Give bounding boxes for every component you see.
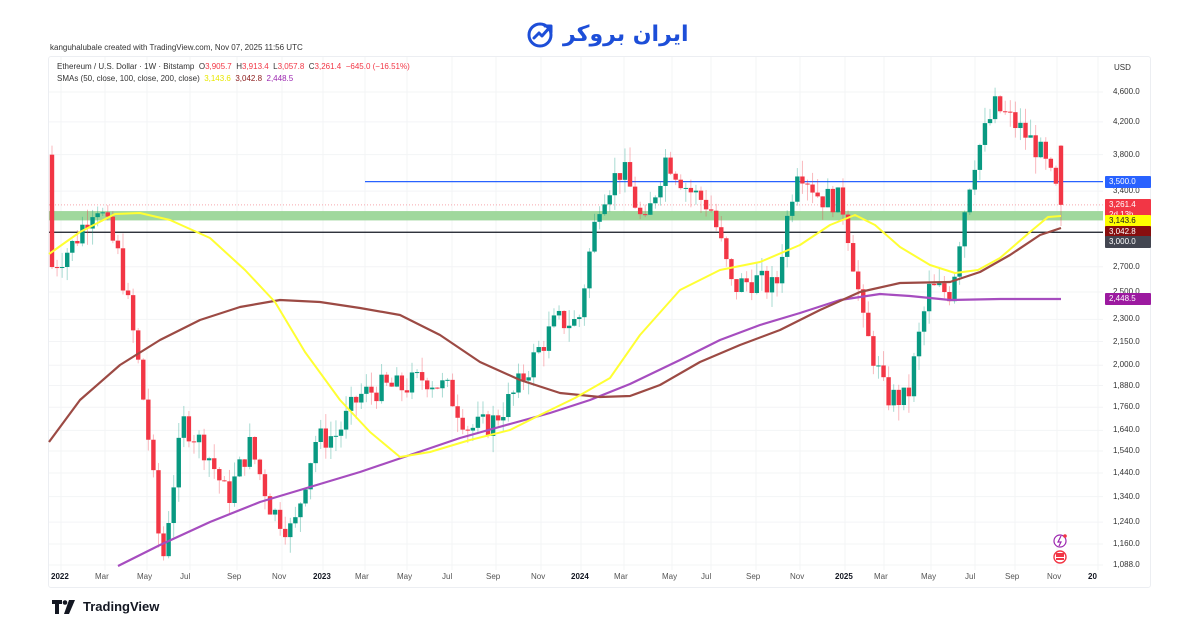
price-tick: 2,000.0 [1113,360,1140,370]
time-tick: Jul [701,572,712,581]
price-badge: 2,448.5 [1105,292,1151,305]
time-tick: 2022 [51,572,69,581]
legend-sma-row: SMAs (50, close, 100, close, 200, close)… [57,73,410,85]
time-tick: Mar [355,572,369,581]
time-tick: Jul [180,572,191,581]
trend-chart-icon [527,22,553,48]
time-tick: Sep [1005,572,1020,581]
time-tick: Mar [95,572,109,581]
high-value: 3,913.4 [242,62,269,71]
price-tick: 1,880.0 [1113,380,1140,390]
time-tick: 2024 [571,572,589,581]
brand-name: ایران بروکر [563,21,689,47]
price-tick: 3,800.0 [1113,149,1140,159]
time-tick: Jul [965,572,976,581]
price-tick: 1,640.0 [1113,425,1140,435]
low-value: 3,057.8 [277,62,305,71]
sma100-value: 3,042.8 [235,74,263,83]
sma-indicator-title[interactable]: SMAs (50, close, 100, close, 200, close) [57,74,200,83]
tradingview-mark-icon [52,599,75,614]
time-tick: May [662,572,678,581]
time-tick: Sep [227,572,242,581]
close-value: 3,261.4 [314,62,342,71]
price-tick: 1,088.0 [1113,560,1140,569]
price-tick: 2,700.0 [1113,261,1140,271]
time-tick: 20 [1088,572,1097,581]
time-tick: Sep [486,572,501,581]
chart-panel[interactable] [48,56,1151,588]
symbol-title[interactable]: Ethereum / U.S. Dollar · 1W · Bitstamp [57,62,195,71]
countdown-label: 2d 13h [1109,210,1151,220]
time-tick: Nov [790,572,805,581]
time-tick: 2023 [313,572,331,581]
currency-label[interactable]: USD [1114,63,1131,72]
event-icons[interactable] [1053,534,1067,564]
legend-ohlc-row: Ethereum / U.S. Dollar · 1W · Bitstamp O… [57,62,410,71]
sma50-value: 3,143.6 [204,74,231,83]
price-tick: 1,440.0 [1113,468,1140,478]
price-badge: 3,000.0 [1105,236,1151,249]
price-tick: 4,600.0 [1113,87,1140,96]
chart-legend: Ethereum / U.S. Dollar · 1W · Bitstamp O… [57,61,410,85]
price-tick: 2,150.0 [1113,336,1140,346]
price-badge: 3,042.8 [1105,225,1151,238]
price-tick: 3,400.0 [1113,186,1140,196]
time-tick: May [137,572,153,581]
price-badge: 3,500.0 [1105,175,1151,188]
price-tick: 1,160.0 [1113,538,1140,548]
price-tick: 1,240.0 [1113,517,1140,527]
open-value: 3,905.7 [205,62,232,71]
price-tick: 2,500.0 [1113,287,1140,297]
change-value: −645.0 (−16.51%) [345,62,410,71]
time-tick: Nov [531,572,546,581]
price-badge: 3,143.6 [1105,214,1151,227]
time-tick: 2025 [835,572,853,581]
price-tick: 2,300.0 [1113,314,1140,324]
time-tick: Sep [746,572,761,581]
price-tick: 1,540.0 [1113,446,1140,455]
time-tick: Jul [442,572,453,581]
time-tick: Nov [272,572,287,581]
time-tick: May [397,572,413,581]
tradingview-logo: TradingView [52,599,159,614]
sma200-value: 2,448.5 [266,74,294,83]
brand-logo: ایران بروکر [525,16,689,52]
price-tick: 1,760.0 [1113,402,1140,412]
price-tick: 1,340.0 [1113,491,1140,501]
tradingview-wordmark: TradingView [83,599,160,614]
chart-credit: kanguhalubale created with TradingView.c… [50,43,303,52]
time-tick: Mar [614,572,628,581]
time-tick: Mar [874,572,888,581]
time-tick: May [921,572,937,581]
time-tick: Nov [1047,572,1062,581]
price-tick: 4,200.0 [1113,116,1140,126]
